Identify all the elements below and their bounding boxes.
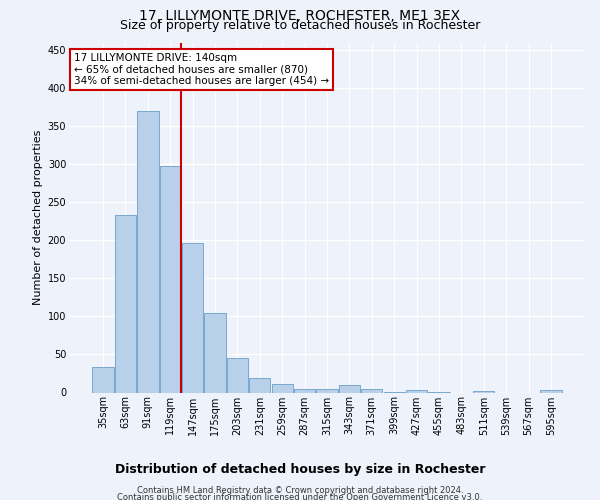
- Bar: [92, 368, 114, 392]
- Text: Size of property relative to detached houses in Rochester: Size of property relative to detached ho…: [120, 18, 480, 32]
- Y-axis label: Number of detached properties: Number of detached properties: [34, 130, 43, 305]
- Bar: [361, 388, 382, 392]
- Bar: [137, 111, 158, 392]
- Bar: [540, 390, 562, 392]
- Bar: [182, 242, 203, 392]
- Bar: [115, 215, 136, 392]
- Bar: [272, 384, 293, 392]
- Bar: [294, 390, 315, 392]
- Text: 17 LILLYMONTE DRIVE: 140sqm
← 65% of detached houses are smaller (870)
34% of se: 17 LILLYMONTE DRIVE: 140sqm ← 65% of det…: [74, 53, 329, 86]
- Text: 17, LILLYMONTE DRIVE, ROCHESTER, ME1 3EX: 17, LILLYMONTE DRIVE, ROCHESTER, ME1 3EX: [139, 9, 461, 23]
- Bar: [227, 358, 248, 392]
- Bar: [205, 314, 226, 392]
- Bar: [160, 166, 181, 392]
- Text: Contains HM Land Registry data © Crown copyright and database right 2024.: Contains HM Land Registry data © Crown c…: [137, 486, 463, 495]
- Bar: [406, 390, 427, 392]
- Bar: [339, 385, 360, 392]
- Bar: [249, 378, 271, 392]
- Bar: [473, 391, 494, 392]
- Bar: [316, 388, 338, 392]
- Text: Distribution of detached houses by size in Rochester: Distribution of detached houses by size …: [115, 462, 485, 475]
- Text: Contains public sector information licensed under the Open Government Licence v3: Contains public sector information licen…: [118, 494, 482, 500]
